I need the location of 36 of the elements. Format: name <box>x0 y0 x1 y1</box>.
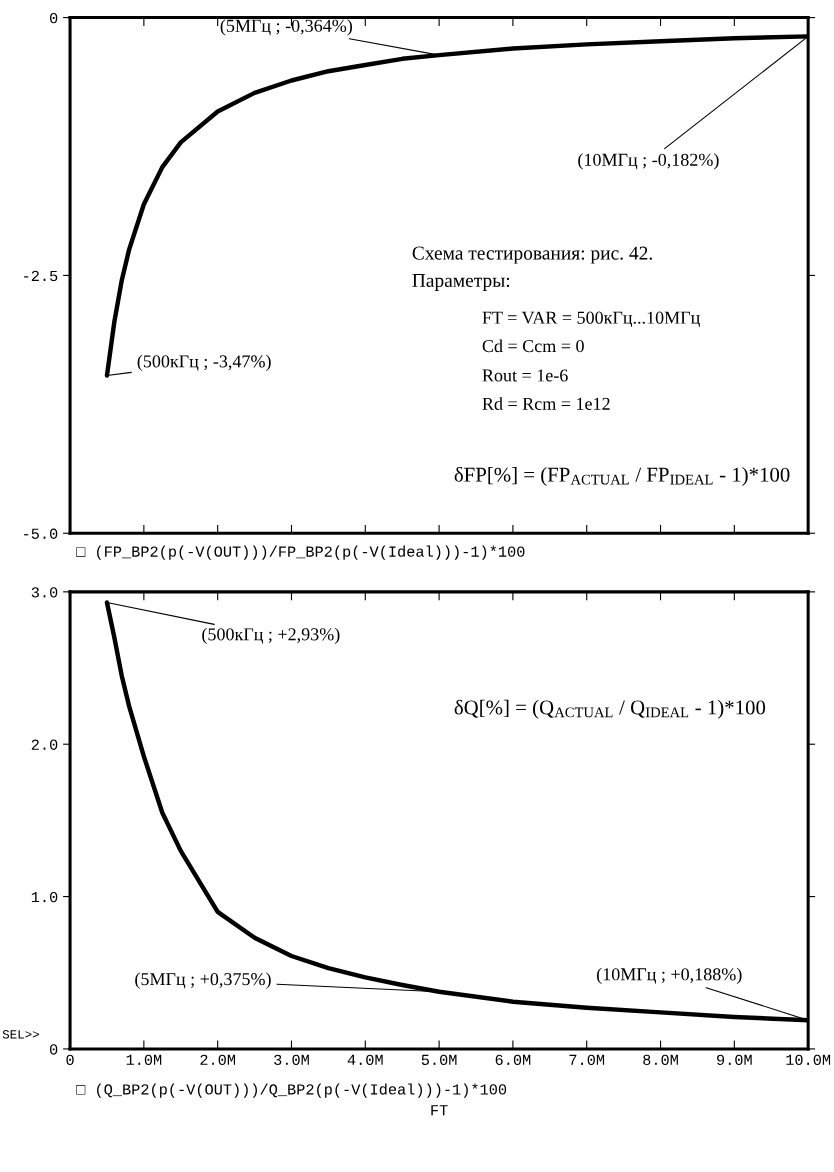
annotation: δFP[%] = (FP$_{ACTUAL}$ / FP$_{IDEAL}$ - 1)*100 <box>454 466 790 486</box>
x-tick-label: 1.0M <box>126 1054 162 1066</box>
annotation: (10МГц ; +0,188%) <box>596 967 742 985</box>
annotation: FT = VAR = 500кГц...10МГц <box>482 311 700 328</box>
x-tick-label: 2.0M <box>200 1054 236 1066</box>
x-tick-label: 0 <box>66 1054 74 1066</box>
text: □ (Q_BP2(p(-V(OUT)))/Q_BP2(p(-V(Ideal)))-1)*100 <box>76 1083 507 1098</box>
x-tick-label: 9.0M <box>717 1054 752 1066</box>
text: SEL>> <box>2 1030 39 1039</box>
x-tick-label: 7.0M <box>569 1054 605 1066</box>
y-tick-label: 1.0 <box>31 891 58 903</box>
x-tick-label: 10.0M <box>786 1054 831 1066</box>
x-tick-label: 5.0M <box>421 1054 457 1066</box>
x-tick-label: 3.0M <box>274 1054 309 1066</box>
annotation: δQ[%] = (Q$_{ACTUAL}$ / Q$_{IDEAL}$ - 1)*100 <box>454 699 766 719</box>
annotation: (500кГц ; -3,47%) <box>137 354 271 372</box>
y-tick-label: -2.5 <box>24 270 58 282</box>
y-tick-label: 0 <box>50 1044 58 1055</box>
x-axis-title: FT <box>431 1105 448 1116</box>
annotation: Rout = 1e-6 <box>482 369 568 382</box>
y-tick-label: 0 <box>50 12 58 24</box>
y-tick-label: 2.0 <box>31 739 58 750</box>
annotation: (10МГц ; -0,182%) <box>578 153 719 170</box>
annotation: Параметры: <box>412 274 510 291</box>
x-tick-label: 4.0M <box>347 1054 383 1066</box>
annotation: Схема тестирования: рис. 42. <box>412 246 652 264</box>
annotation: (5МГц ; +0,375%) <box>135 972 271 989</box>
y-tick-label: 3.0 <box>31 587 58 598</box>
annotation: (5МГц ; -0,364%) <box>220 19 352 36</box>
annotation: Cd = Ccm = 0 <box>482 339 584 353</box>
y-tick-label: -5.0 <box>24 528 58 539</box>
annotation: Rd = Rcm = 1e12 <box>482 397 610 410</box>
text: □ (FP_BP2(p(-V(OUT)))/FP_BP2(p(-V(Ideal)))-1)*100 <box>76 545 525 560</box>
x-tick-label: 6.0M <box>495 1054 531 1066</box>
x-tick-label: 8.0M <box>643 1054 678 1066</box>
annotation: (500кГц ; +2,93%) <box>202 627 340 645</box>
